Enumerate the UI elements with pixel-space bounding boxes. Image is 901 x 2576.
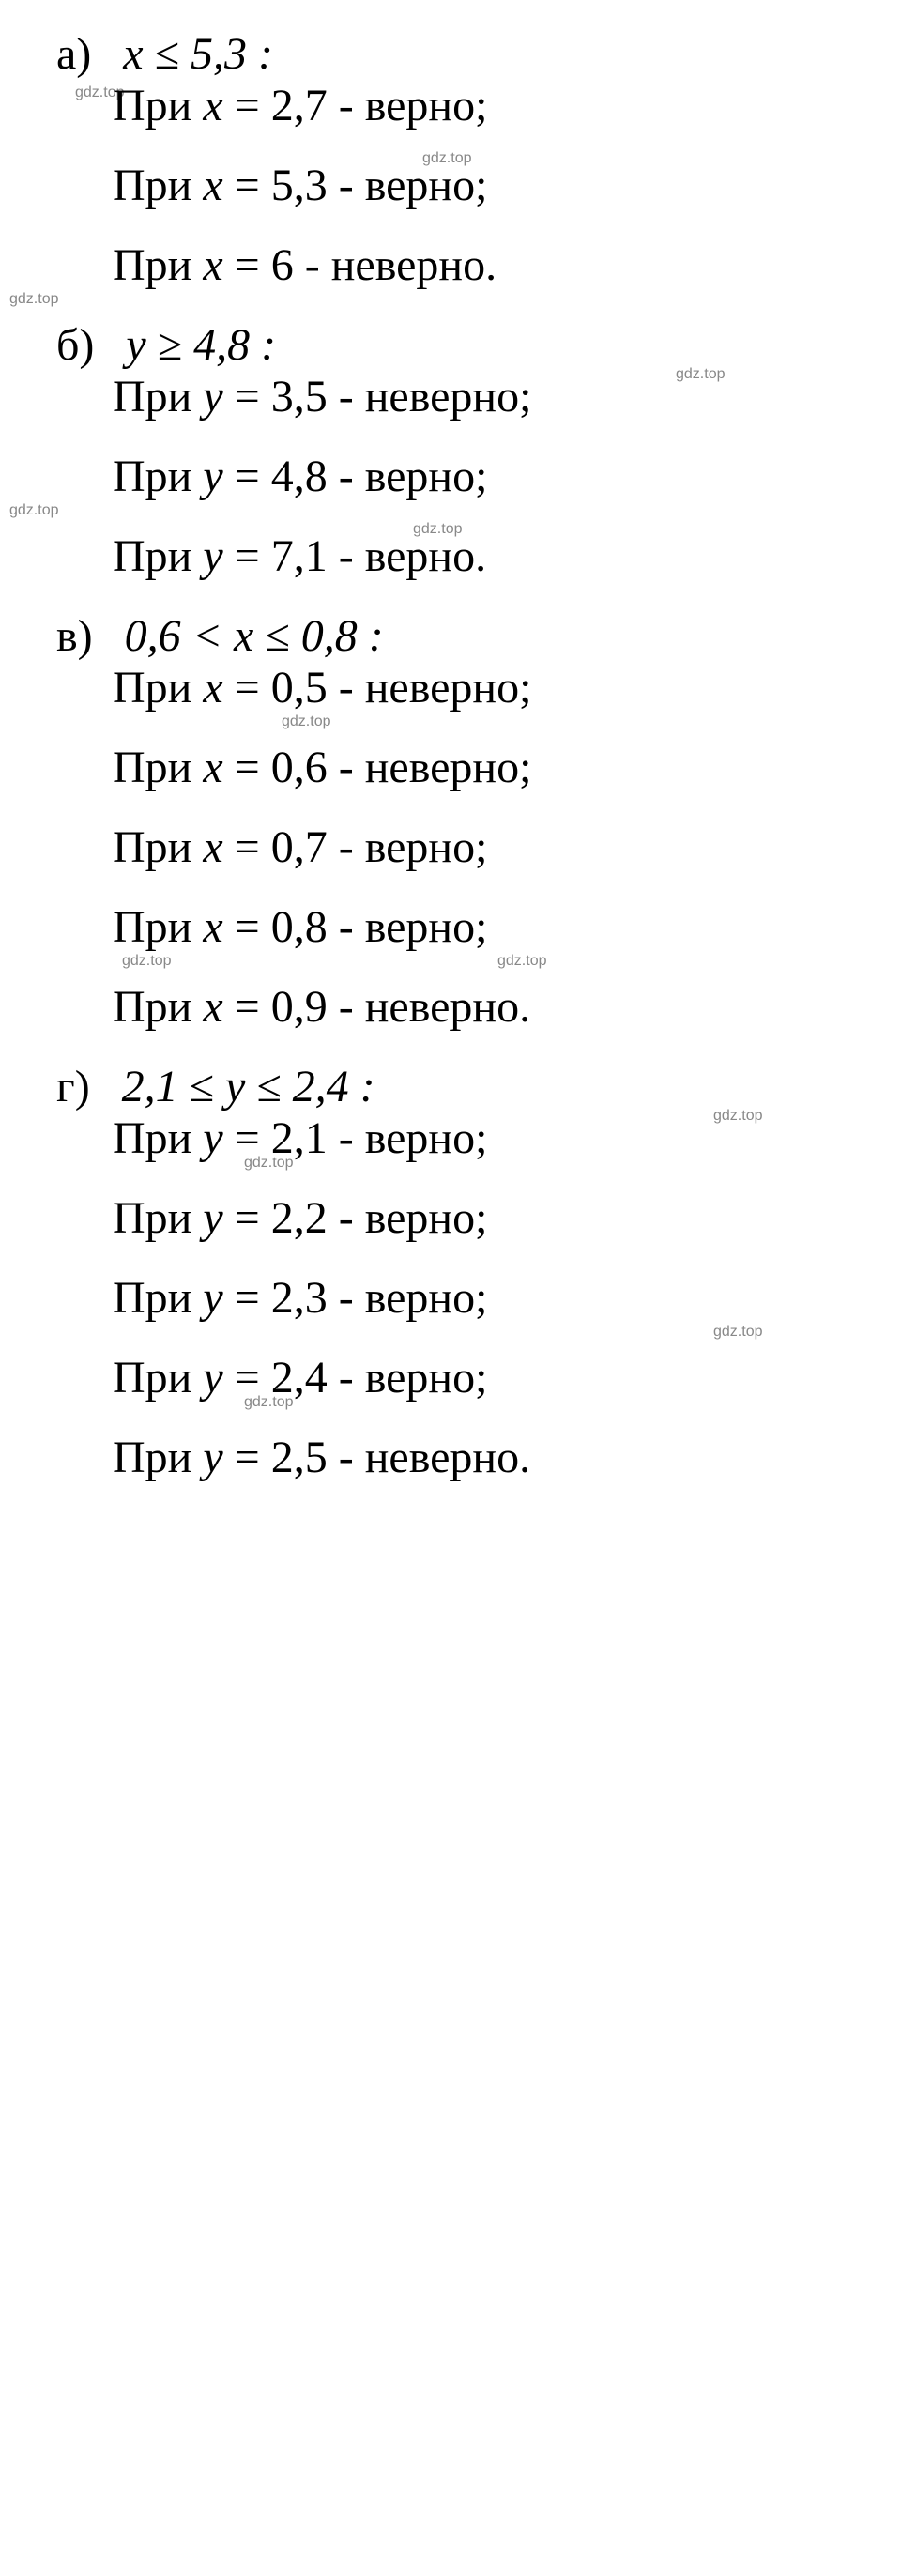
line-var: x <box>203 663 222 713</box>
line-prefix: При <box>113 982 203 1032</box>
line-var: x <box>203 822 222 872</box>
inequality-var: x <box>234 611 253 661</box>
line-var: x <box>203 161 222 210</box>
watermark: gdz.top <box>713 1324 762 1341</box>
line-eq: = 0,6 - неверно; <box>223 743 532 792</box>
line-prefix: При <box>113 452 203 501</box>
line-a-2: При x = 5,3 - верно; gdz.top <box>38 160 863 211</box>
line-eq: = 7,1 - верно. <box>223 531 486 581</box>
line-prefix: При <box>113 1273 203 1323</box>
line-prefix: При <box>113 822 203 872</box>
line-b-2: При y = 4,8 - верно; gdz.top <box>38 451 863 502</box>
section-a: а) x ≤ 5,3 : gdz.top При x = 2,7 - верно… <box>38 28 863 291</box>
line-prefix: При <box>113 1113 203 1163</box>
inequality-text: ≤ 5,3 : <box>144 29 273 79</box>
inequality-text: ≥ 4,8 : <box>146 320 276 370</box>
line-a-1: При x = 2,7 - верно; <box>38 80 863 131</box>
line-var: x <box>203 902 222 952</box>
line-d-1: При y = 2,1 - верно; gdz.top <box>38 1112 863 1164</box>
line-var: y <box>203 452 222 501</box>
watermark: gdz.top <box>122 953 171 970</box>
line-a-3: При x = 6 - неверно. gdz.top <box>38 239 863 291</box>
section-d-header: г) 2,1 ≤ y ≤ 2,4 : gdz.top <box>38 1061 863 1112</box>
section-b-label: б) <box>38 320 94 370</box>
line-c-1: При x = 0,5 - неверно; gdz.top <box>38 662 863 713</box>
section-b-header: б) y ≥ 4,8 : gdz.top <box>38 319 863 371</box>
inequality-prefix: 0,6 < <box>125 611 234 661</box>
section-a-inequality: x ≤ 5,3 : <box>123 29 273 79</box>
section-c: в) 0,6 < x ≤ 0,8 : При x = 0,5 - неверно… <box>38 610 863 1033</box>
line-var: y <box>203 531 222 581</box>
line-prefix: При <box>113 1353 203 1403</box>
watermark: gdz.top <box>413 521 462 538</box>
line-eq: = 3,5 - неверно; <box>223 372 532 422</box>
line-d-3: При y = 2,3 - верно; gdz.top <box>38 1272 863 1324</box>
line-eq: = 4,8 - верно; <box>223 452 488 501</box>
line-var: x <box>203 81 222 130</box>
line-var: x <box>203 743 222 792</box>
line-eq: = 5,3 - верно; <box>223 161 488 210</box>
section-b-inequality: y ≥ 4,8 : <box>126 320 276 370</box>
inequality-prefix: 2,1 ≤ <box>122 1062 225 1112</box>
inequality-text: ≤ 2,4 : <box>245 1062 374 1112</box>
line-prefix: При <box>113 81 203 130</box>
section-a-header: а) x ≤ 5,3 : gdz.top <box>38 28 863 80</box>
section-c-label: в) <box>38 611 93 661</box>
line-prefix: При <box>113 372 203 422</box>
line-prefix: При <box>113 1193 203 1243</box>
line-var: y <box>203 1353 222 1403</box>
section-c-inequality: 0,6 < x ≤ 0,8 : <box>125 611 384 661</box>
line-eq: = 2,5 - неверно. <box>223 1433 530 1482</box>
line-prefix: При <box>113 240 203 290</box>
section-d-label: г) <box>38 1062 90 1112</box>
section-b: б) y ≥ 4,8 : gdz.top При y = 3,5 - невер… <box>38 319 863 582</box>
line-prefix: При <box>113 161 203 210</box>
watermark: gdz.top <box>244 1155 293 1172</box>
line-eq: = 0,5 - неверно; <box>223 663 532 713</box>
line-var: y <box>203 1433 222 1482</box>
line-eq: = 2,7 - верно; <box>223 81 488 130</box>
watermark: gdz.top <box>497 953 546 970</box>
line-b-1: При y = 3,5 - неверно; <box>38 371 863 422</box>
line-eq: = 0,7 - верно; <box>223 822 488 872</box>
inequality-var: y <box>126 320 145 370</box>
line-eq: = 0,8 - верно; <box>223 902 488 952</box>
section-a-label: а) <box>38 29 91 79</box>
line-var: y <box>203 1113 222 1163</box>
line-var: y <box>203 372 222 422</box>
line-var: x <box>203 982 222 1032</box>
section-d-inequality: 2,1 ≤ y ≤ 2,4 : <box>122 1062 375 1112</box>
watermark: gdz.top <box>9 291 58 308</box>
line-c-3: При x = 0,7 - верно; <box>38 821 863 873</box>
line-eq: = 6 - неверно. <box>223 240 496 290</box>
line-b-3: При y = 7,1 - верно. gdz.top <box>38 530 863 582</box>
line-prefix: При <box>113 531 203 581</box>
line-eq: = 2,2 - верно; <box>223 1193 488 1243</box>
inequality-var: x <box>123 29 143 79</box>
line-d-4: При y = 2,4 - верно; gdz.top <box>38 1352 863 1403</box>
line-prefix: При <box>113 902 203 952</box>
section-c-header: в) 0,6 < x ≤ 0,8 : <box>38 610 863 662</box>
watermark: gdz.top <box>282 713 330 730</box>
watermark: gdz.top <box>244 1394 293 1411</box>
line-d-5: При y = 2,5 - неверно. <box>38 1432 863 1483</box>
line-var: y <box>203 1193 222 1243</box>
line-prefix: При <box>113 1433 203 1482</box>
line-c-2: При x = 0,6 - неверно; <box>38 742 863 793</box>
line-c-4: При x = 0,8 - верно; gdz.top gdz.top <box>38 901 863 953</box>
line-var: x <box>203 240 222 290</box>
inequality-text: ≤ 0,8 : <box>253 611 383 661</box>
line-d-2: При y = 2,2 - верно; <box>38 1192 863 1244</box>
line-eq: = 2,3 - верно; <box>223 1273 488 1323</box>
section-d: г) 2,1 ≤ y ≤ 2,4 : gdz.top При y = 2,1 -… <box>38 1061 863 1483</box>
watermark: gdz.top <box>422 150 471 167</box>
inequality-var: y <box>225 1062 245 1112</box>
line-prefix: При <box>113 663 203 713</box>
line-var: y <box>203 1273 222 1323</box>
line-prefix: При <box>113 743 203 792</box>
line-eq: = 0,9 - неверно. <box>223 982 530 1032</box>
watermark: gdz.top <box>9 502 58 519</box>
line-c-5: При x = 0,9 - неверно. <box>38 981 863 1033</box>
